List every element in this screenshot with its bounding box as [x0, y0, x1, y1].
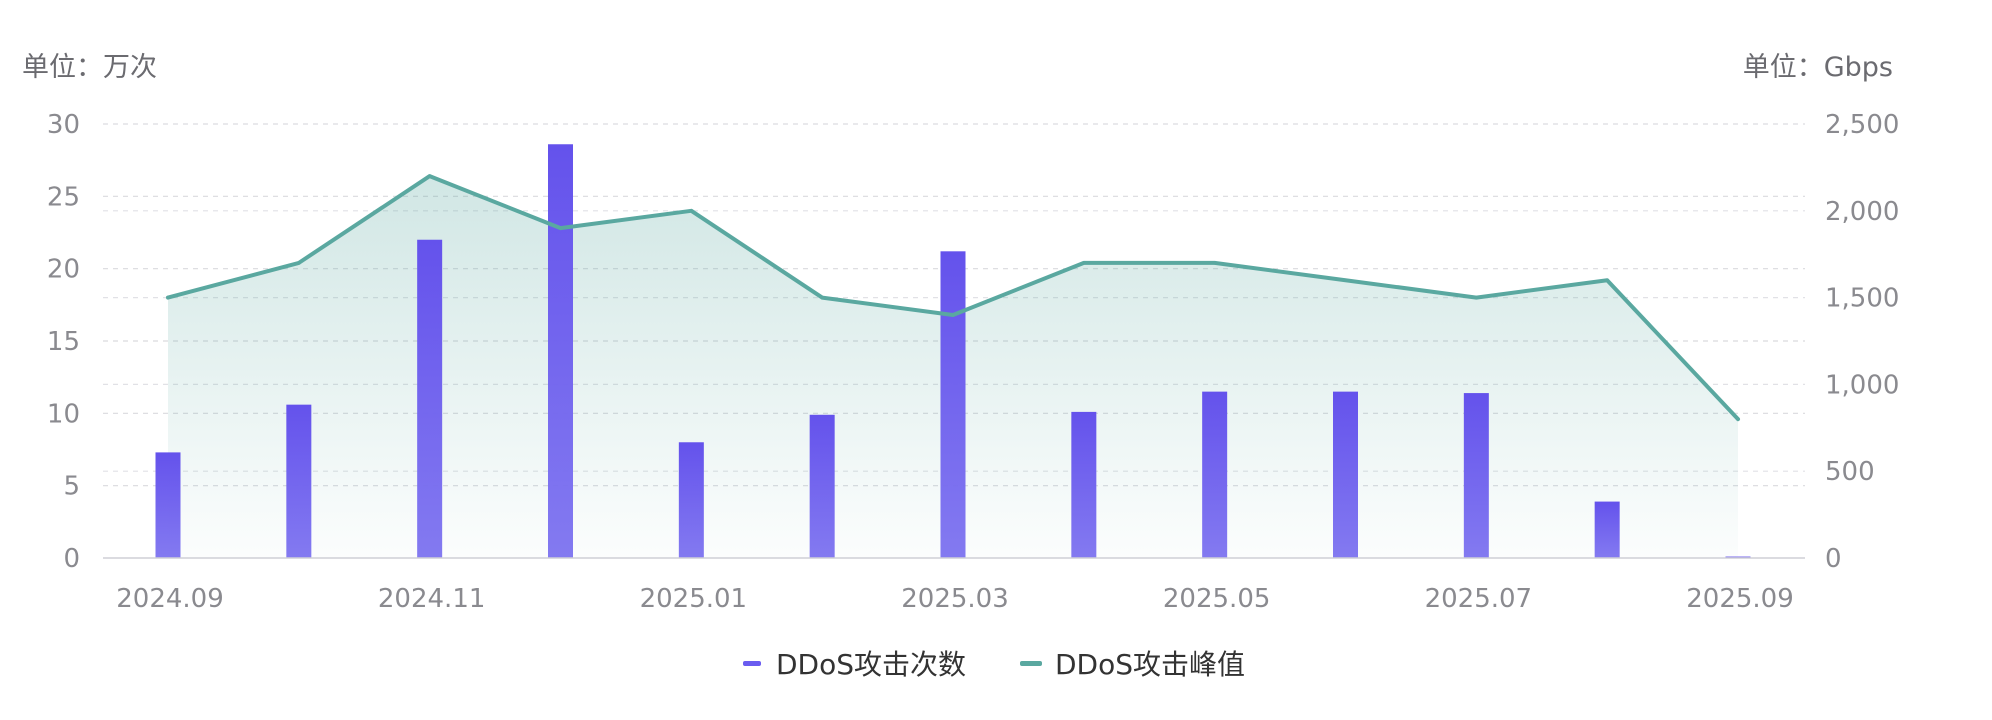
axes: 0 5 10 15 20 25 30 0 500 1,000 1,500 2,000 2,500 2024…	[47, 110, 1900, 614]
left-axis-unit-label: 单位：万次	[22, 52, 157, 83]
peak-point-2024.12	[558, 226, 563, 230]
left-axis-tick-2: 10	[47, 399, 80, 429]
bar-2024.10	[286, 404, 312, 558]
peak-point-2025.06	[1343, 278, 1348, 283]
legend-label-attack-peak: DDoS攻击峰值	[1055, 648, 1245, 681]
peak-point-2025.09	[1736, 417, 1740, 421]
bar-2025.06	[1333, 391, 1358, 558]
right-axis-tick-5: 2,500	[1825, 110, 1899, 140]
x-axis-tick-1: 2024.11	[378, 584, 486, 614]
left-axis-tick-1: 5	[63, 472, 80, 502]
right-axis-tick-1: 500	[1825, 457, 1875, 487]
bar-2025.05	[1202, 391, 1228, 558]
left-axis-tick-4: 20	[47, 255, 80, 285]
bar-2025.04	[1071, 411, 1097, 558]
left-axis-tick-5: 25	[47, 182, 80, 212]
peak-point-2024.11	[427, 174, 432, 178]
x-axis-tick-2: 2025.01	[640, 584, 748, 614]
right-axis-tick-4: 2,000	[1825, 197, 1899, 227]
peak-point-2024.10	[297, 261, 301, 265]
left-axis-tick-0: 0	[63, 544, 80, 574]
bar-2025.07	[1463, 393, 1489, 558]
bar-2024.11	[417, 239, 443, 558]
peak-point-2024.09	[166, 295, 170, 300]
legend-item-attack-count[interactable]: DDoS攻击次数	[743, 648, 966, 681]
right-axis-tick-0: 0	[1825, 544, 1842, 574]
peak-point-2025.02	[820, 295, 824, 300]
left-axis-tick-6: 30	[47, 110, 80, 140]
peak-point-2025.07	[1474, 295, 1479, 300]
x-axis-tick-4: 2025.05	[1163, 584, 1271, 614]
right-axis-unit-label: 单位：Gbps	[1743, 52, 1893, 83]
legend: DDoS攻击次数 DDoS攻击峰值	[743, 648, 1245, 681]
peak-point-2025.01	[689, 209, 694, 213]
right-axis-tick-2: 1,000	[1825, 370, 1899, 400]
bar-2024.09	[155, 452, 181, 558]
peak-point-2025.05	[1212, 261, 1217, 265]
legend-item-attack-peak[interactable]: DDoS攻击峰值	[1020, 648, 1245, 681]
x-axis-tick-0: 2024.09	[116, 584, 224, 614]
bar-2025.01	[678, 442, 704, 558]
x-axis-tick-5: 2025.07	[1425, 584, 1533, 614]
bar-2025.08	[1594, 501, 1620, 558]
bar-2025.02	[809, 414, 835, 558]
x-axis-tick-3: 2025.03	[901, 584, 1009, 614]
bar-2024.12	[548, 144, 573, 558]
attack-count-bars	[155, 144, 1751, 558]
attack-peak-line	[166, 174, 1740, 422]
right-axis-tick-3: 1,500	[1825, 284, 1899, 314]
peak-point-2025.08	[1605, 278, 1609, 283]
bar-2025.03	[940, 251, 966, 558]
legend-label-attack-count: DDoS攻击次数	[776, 648, 966, 681]
legend-swatch-attack-count	[743, 661, 761, 666]
peak-point-2025.04	[1082, 261, 1086, 265]
peak-point-2025.03	[951, 313, 955, 317]
x-axis-tick-6: 2025.09	[1686, 584, 1794, 614]
legend-swatch-attack-peak	[1020, 661, 1042, 666]
left-axis-tick-3: 15	[47, 327, 80, 357]
